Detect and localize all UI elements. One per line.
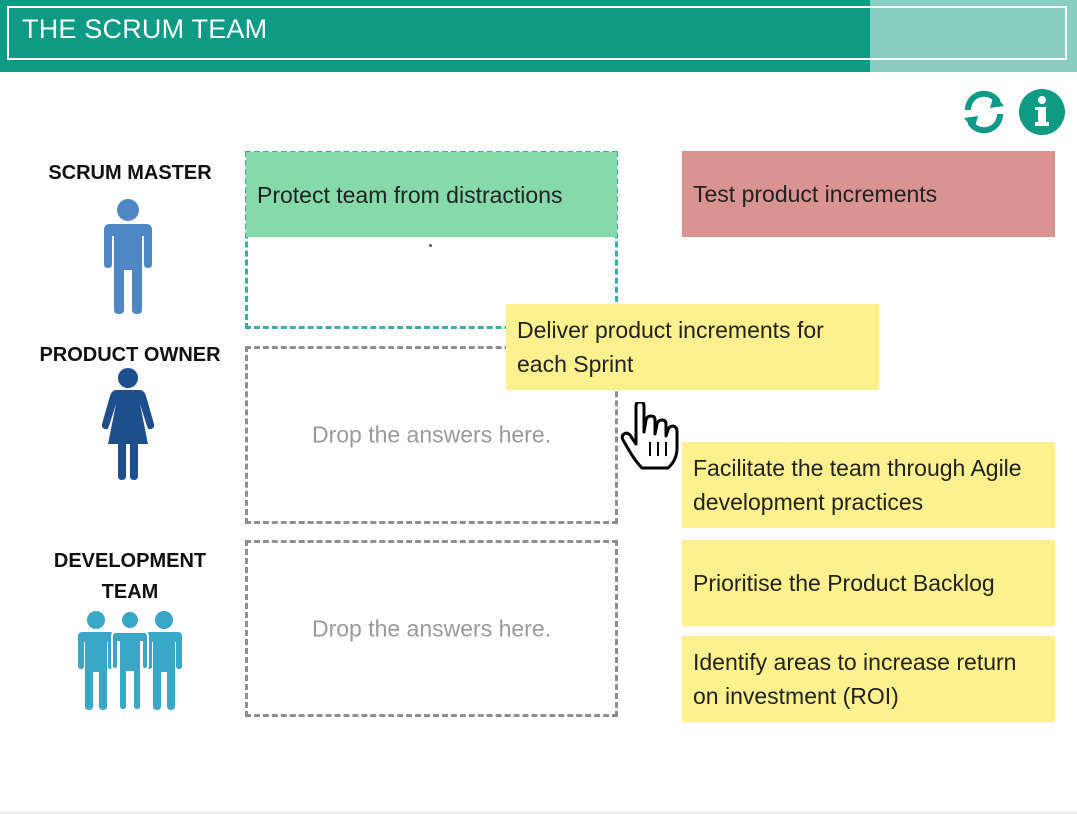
placed-card-protect-team[interactable]: Protect team from distractions xyxy=(246,152,617,237)
answer-card-test-product-increments[interactable]: Test product increments xyxy=(682,151,1055,237)
answer-card-deliver-increments-dragging[interactable]: Deliver product increments for each Spri… xyxy=(506,304,879,390)
header-frame xyxy=(7,6,1067,60)
role-label-scrum-master: SCRUM MASTER xyxy=(48,162,212,184)
role-label-development-team: DEVELOPMENT TEAM xyxy=(53,550,207,603)
page-title: THE SCRUM TEAM xyxy=(22,14,268,44)
woman-icon xyxy=(100,368,156,485)
person-icon xyxy=(98,198,158,319)
hand-cursor-icon xyxy=(620,400,682,477)
header-bar: THE SCRUM TEAM xyxy=(0,0,1077,72)
role-label-product-owner: PRODUCT OWNER xyxy=(39,344,221,366)
answer-card-prioritise-backlog[interactable]: Prioritise the Product Backlog xyxy=(682,540,1055,626)
progress-remaining xyxy=(870,0,1077,72)
drop-hint: Drop the answers here. xyxy=(311,615,552,641)
answer-card-facilitate-team[interactable]: Facilitate the team through Agile develo… xyxy=(682,442,1055,528)
bottom-divider xyxy=(0,811,1077,814)
drop-zone-product-owner[interactable]: Drop the answers here. xyxy=(245,346,618,524)
refresh-icon[interactable] xyxy=(960,88,1008,136)
drop-zone-development-team[interactable]: Drop the answers here. xyxy=(245,540,618,717)
info-icon[interactable] xyxy=(1018,88,1066,136)
drop-hint: Drop the answers here. xyxy=(311,421,552,448)
group-icon xyxy=(74,610,186,715)
drop-marker xyxy=(429,244,432,247)
answer-card-identify-roi[interactable]: Identify areas to increase return on inv… xyxy=(682,636,1055,722)
